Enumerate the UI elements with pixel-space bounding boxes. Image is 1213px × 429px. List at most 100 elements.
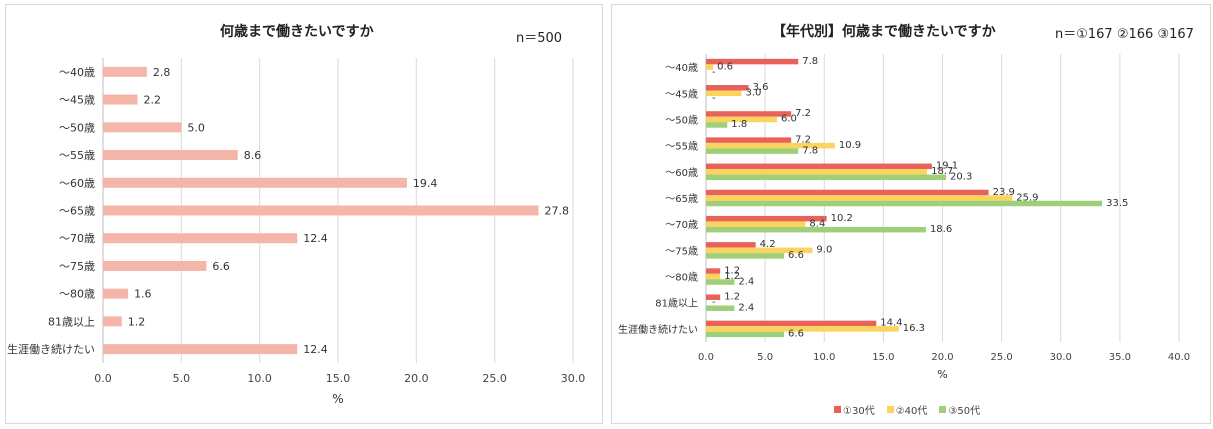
data-label: 18.7 (931, 166, 953, 177)
data-label: 1.8 (731, 119, 747, 130)
legend-item: ①30代 (834, 402, 875, 417)
bar-40s (706, 195, 1013, 201)
bar-30s (706, 268, 721, 274)
data-label: 4.2 (760, 239, 776, 250)
legend-swatch-50s (939, 406, 947, 413)
x-tick-label: 40.0 (1168, 352, 1190, 363)
category-label: ～80歳 (59, 288, 95, 301)
bar-chart-by-age: 0.0 5.0 10.0 15.0 20.0 25.0 30.0 35.0 40.0% ～40歳 7… (618, 54, 1190, 381)
data-label: - (712, 67, 716, 78)
bar-50s (706, 226, 926, 233)
x-tick-label: 30.0 (1050, 352, 1072, 363)
x-tick-label: 0.0 (94, 372, 112, 385)
data-label: 6.6 (788, 250, 804, 261)
x-tick-label: 15.0 (872, 352, 894, 363)
bar-40s (706, 221, 806, 227)
data-label: 0.6 (717, 61, 733, 72)
bar-30s (706, 320, 877, 327)
data-label: 8.6 (244, 149, 262, 162)
x-tick-label: 10.0 (813, 352, 835, 363)
x-tick-label: 10.0 (247, 372, 272, 385)
bar-40s (706, 273, 721, 280)
bar-30s (706, 58, 799, 65)
sample-size-label: n＝500 (516, 31, 563, 46)
bar-50s (706, 253, 785, 259)
data-label: 1.2 (128, 315, 146, 328)
x-tick-label: 20.0 (931, 352, 953, 363)
bar-50s (706, 148, 799, 154)
bar-30s (706, 85, 749, 91)
data-label: 6.6 (788, 329, 804, 340)
bar-50s (706, 331, 785, 338)
bar (103, 66, 147, 77)
bar-50s (706, 305, 735, 311)
category-label: 81歳以上 (48, 315, 95, 328)
category-label: ～65歳 (59, 205, 95, 218)
bar-30s (706, 163, 932, 170)
x-tick-label: 20.0 (404, 372, 429, 385)
data-label: 1.2 (724, 265, 740, 276)
data-label: 5.0 (187, 121, 205, 134)
data-label: - (712, 93, 716, 104)
data-label: - (712, 297, 716, 308)
category-label: ～60歳 (59, 177, 95, 190)
category-label: ～65歳 (665, 193, 698, 205)
bar-30s (706, 111, 792, 117)
bar-40s (706, 247, 813, 254)
data-label: 3.0 (745, 88, 761, 99)
bar (103, 288, 129, 299)
bar-40s (706, 142, 835, 149)
bar-40s (706, 116, 777, 123)
bar-40s (706, 64, 714, 70)
data-label: 6.0 (781, 114, 797, 125)
chart-title: 何歳まで働きたいですか (220, 24, 374, 40)
chart-title: 【年代別】何歳まで働きたいですか (772, 24, 996, 40)
legend-swatch-30s (834, 406, 841, 413)
x-tick-label: 0.0 (698, 352, 714, 363)
bar (103, 150, 238, 161)
data-label: 19.1 (936, 161, 958, 172)
bar-chart-overall: 0.0 5.0 10.0 15.0 20.0 25.0 30.0% ～40歳 2.8 ～45歳 2.… (7, 58, 586, 406)
x-axis-title: % (332, 392, 343, 406)
data-label: 25.9 (1016, 192, 1038, 203)
x-tick-label: 35.0 (1109, 352, 1131, 363)
data-label: 33.5 (1106, 198, 1128, 209)
data-label: 7.8 (802, 145, 818, 156)
category-label: ～55歳 (59, 149, 95, 162)
data-label: 12.4 (303, 232, 328, 245)
category-label: ～55歳 (665, 141, 698, 153)
chart-panel-by-age: 【年代別】何歳まで働きたいですか n＝①167 ②166 ③167 0.0 5.0… (611, 4, 1211, 424)
sample-size-label: n＝①167 ②166 ③167 (1055, 27, 1194, 42)
bar-40s (706, 90, 742, 97)
x-tick-label: 5.0 (757, 352, 773, 363)
data-label: 1.2 (724, 271, 740, 282)
x-axis-title: % (937, 368, 947, 381)
legend-item: ②40代 (886, 402, 927, 417)
category-label: ～80歳 (665, 272, 698, 284)
x-tick-label: 30.0 (561, 372, 586, 385)
data-label: 16.3 (903, 323, 925, 334)
bar-30s (706, 242, 756, 248)
bar (103, 260, 207, 271)
x-tick-label: 25.0 (482, 372, 507, 385)
category-label: ～40歳 (665, 62, 698, 74)
category-label: ～40歳 (59, 66, 95, 79)
category-label: ～75歳 (59, 260, 95, 273)
data-label: 2.4 (738, 302, 754, 313)
bar-50s (706, 174, 947, 181)
chart-panel-overall: 何歳まで働きたいですか n＝500 0.0 5.0 10.0 15.0 20.0 25.0… (5, 4, 603, 424)
bar-50s (706, 200, 1103, 207)
bar (103, 177, 407, 188)
bar-40s (706, 169, 928, 175)
category-label: ～50歳 (665, 114, 698, 126)
legend-label: ①30代 (843, 406, 875, 417)
data-label: 7.2 (795, 108, 811, 119)
bar (103, 205, 539, 216)
data-label: 14.4 (880, 318, 902, 329)
category-label: ～70歳 (665, 219, 698, 231)
category-label: 生涯働き続けたい (618, 323, 698, 336)
chart-legend: ①30代 ②40代 ③50代 (834, 402, 980, 417)
category-label: 生涯働き続けたい (7, 342, 95, 356)
data-label: 19.4 (413, 177, 438, 190)
category-label: ～75歳 (665, 245, 698, 257)
